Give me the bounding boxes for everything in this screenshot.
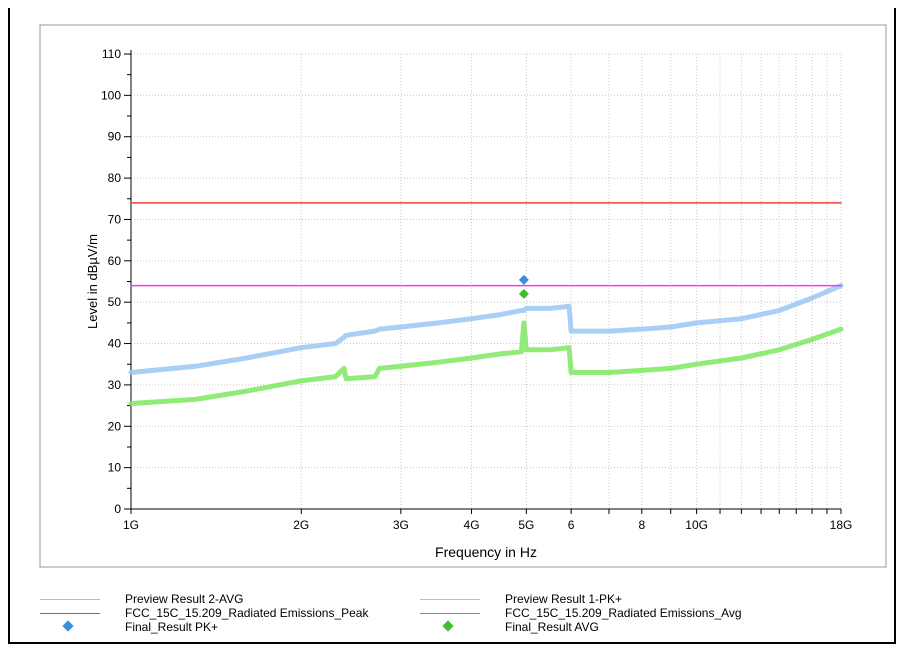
- y-tick-label: 100: [101, 88, 121, 102]
- series-avg-line: [128, 320, 844, 406]
- x-tick-label: 4G: [464, 518, 480, 532]
- y-tick-label: 0: [114, 502, 121, 516]
- legend-label-limit-avg: FCC_15C_15.209_Radiated Emissions_Avg: [505, 606, 742, 620]
- y-tick-label: 110: [102, 47, 121, 61]
- y-tick-label: 80: [108, 171, 122, 185]
- legend-swatch-pk: [420, 599, 480, 600]
- final-result-pk-marker: [518, 274, 529, 285]
- legend-label-pk: Preview Result 1-PK+: [505, 592, 623, 606]
- y-tick-label: 50: [108, 295, 122, 309]
- x-tick-label: 6: [568, 518, 575, 532]
- y-axis-label: Level in dBµV/m: [85, 234, 100, 329]
- x-tick-label: 2G: [293, 518, 309, 532]
- y-tick-label: 60: [108, 254, 122, 268]
- x-tick-label: 18G: [830, 518, 853, 532]
- final-result-avg-marker: [518, 288, 529, 299]
- legend-label-limit-peak: FCC_15C_15.209_Radiated Emissions_Peak: [125, 606, 369, 620]
- legend-label-final-pk: Final_Result PK+: [125, 620, 219, 634]
- chart-frame: [8, 8, 896, 644]
- x-tick-label: 3G: [393, 518, 409, 532]
- legend-swatch-limit-avg: [420, 613, 480, 614]
- x-tick-label: 5G: [518, 518, 534, 532]
- x-tick-label: 8: [638, 518, 645, 532]
- y-tick-label: 40: [108, 337, 122, 351]
- chart-panel: [39, 24, 887, 568]
- x-tick-label: 1G: [123, 518, 139, 532]
- y-tick-label: 20: [108, 419, 122, 433]
- legend-label-avg: Preview Result 2-AVG: [125, 592, 244, 606]
- legend-label-final-avg: Final_Result AVG: [505, 620, 599, 634]
- y-tick-label: 10: [108, 461, 122, 475]
- y-tick-label: 30: [108, 378, 122, 392]
- x-axis-label: Frequency in Hz: [435, 544, 537, 560]
- y-tick-label: 90: [108, 130, 122, 144]
- y-tick-label: 70: [108, 212, 122, 226]
- x-tick-label: 10G: [685, 518, 708, 532]
- legend-swatch-avg: [40, 599, 100, 600]
- series-pk-line: [128, 283, 844, 375]
- legend-swatch-limit-peak: [40, 613, 100, 614]
